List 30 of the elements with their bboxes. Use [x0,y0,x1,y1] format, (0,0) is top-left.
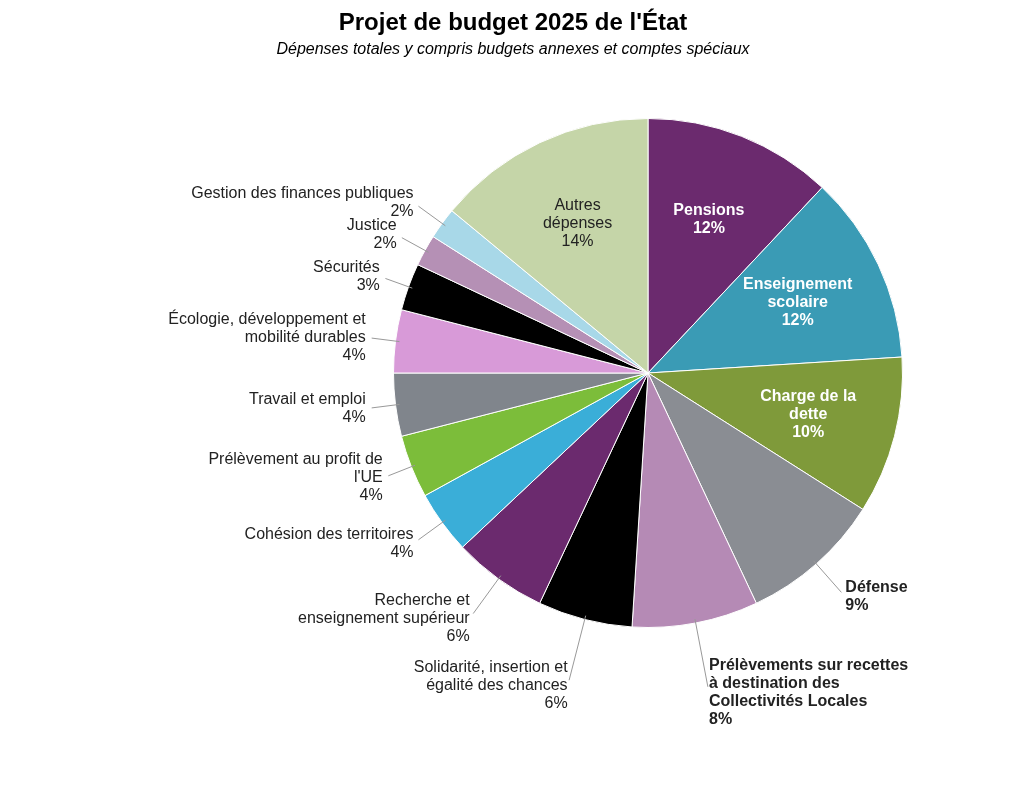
data-label: 4% [359,486,383,504]
slice-label: Charge de la dette [760,386,857,422]
data-label: 2% [373,234,397,252]
data-label: 9% [845,596,869,614]
data-label: 6% [544,694,568,712]
chart-title: Projet de budget 2025 de l'État [337,8,689,36]
data-label: 8% [708,710,733,728]
data-label: 12% [781,310,814,328]
slice-label: Travail et emploi [248,390,366,408]
slice-label: Prélèvements sur recettes à destination des Collectivités Locales [708,656,909,710]
slice-label: Gestion des finances publiques [191,184,414,202]
data-label: 14% [561,231,594,249]
slice-label: Défense [845,578,908,596]
slice-label: Écologie, développement et mobilité durables [168,308,367,345]
slice-label: Prélèvement au profit de l'UE [208,450,383,486]
data-label: 4% [390,542,414,560]
data-label: 3% [356,275,380,293]
slice-label: Enseignement scolaire [743,274,854,310]
slice-label: Pensions [673,200,745,218]
slice-label: Solidarité, insertion et égalité des chances [413,658,569,694]
data-label: 10% [792,422,825,440]
data-label: 4% [342,408,366,426]
data-label: 6% [446,626,470,644]
data-label: 12% [692,218,725,236]
slice-label: Sécurités [313,257,380,275]
data-label: 4% [342,345,366,363]
slice-label: Cohésion des territoires [244,524,414,542]
slice-label: Autres dépenses [542,195,613,231]
slice-label: Recherche et enseignement supérieur [298,590,471,626]
chart-subtitle: Dépenses totales y compris budgets annexes et comptes spéciaux [275,40,751,58]
